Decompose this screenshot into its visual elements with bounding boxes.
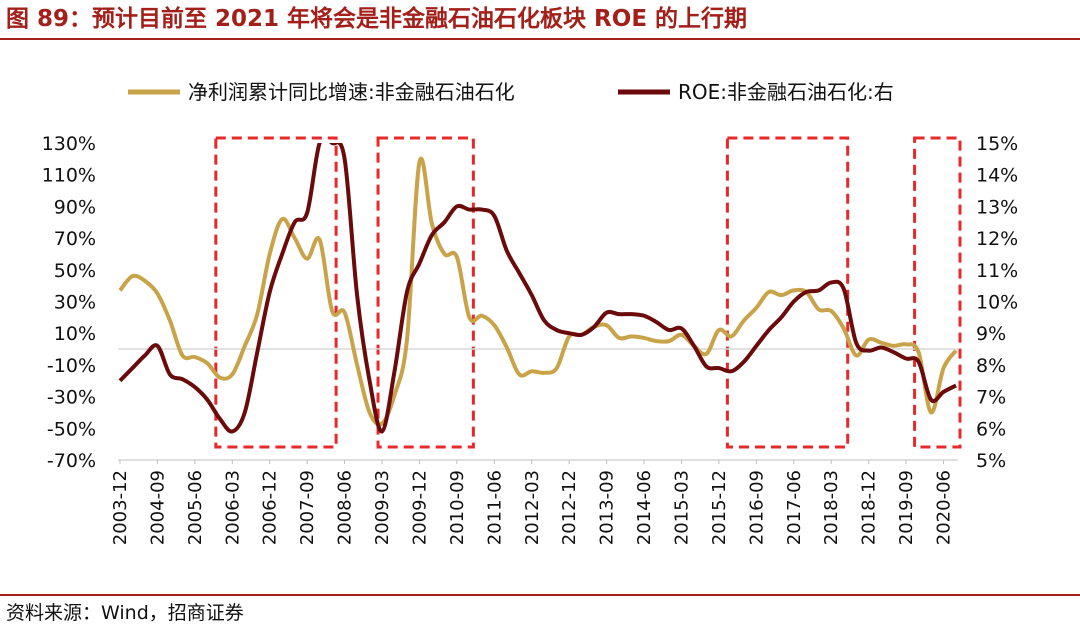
figure-title: 图 89：预计目前至 2021 年将会是非金融石油石化板块 ROE 的上行期 (6, 6, 748, 32)
x-tick-label: 2003-12 (110, 470, 131, 545)
x-tick-label: 2013-09 (597, 470, 618, 545)
left-tick-label: -30% (47, 387, 96, 409)
top-rule (0, 38, 1080, 40)
x-tick-label: 2014-06 (634, 470, 655, 545)
x-tick-label: 2017-06 (784, 470, 805, 545)
legend-label: ROE:非金融石油石化:右 (678, 80, 894, 104)
x-tick-label: 2020-06 (934, 470, 955, 545)
axes: -70% -50% -30% -10% 10% 30% 50% 70% 90% 110% 130% 5… (42, 133, 1019, 545)
x-tick-label: 2012-03 (522, 470, 543, 545)
x-tick-label: 2012-12 (559, 470, 580, 545)
left-tick-label: 50% (54, 260, 96, 282)
right-tick-label: 9% (976, 323, 1006, 345)
left-tick-label: -50% (47, 418, 96, 440)
highlight-box (214, 136, 338, 449)
x-tick-label: 2008-06 (335, 470, 356, 545)
x-tick-label: 2009-12 (409, 470, 430, 545)
legend-label: 净利润累计同比增速:非金融石油石化 (188, 80, 515, 104)
left-tick-label: -70% (47, 450, 96, 472)
x-tick-label: 2006-03 (222, 470, 243, 545)
x-tick-label: 2007-09 (297, 470, 318, 545)
x-tick-label: 2010-09 (447, 470, 468, 545)
x-tick-label: 2015-12 (709, 470, 730, 545)
legend: 净利润累计同比增速:非金融石油石化 ROE:非金融石油石化:右 (128, 80, 894, 104)
right-tick-label: 15% (976, 133, 1018, 155)
x-tick-label: 2015-03 (671, 470, 692, 545)
x-tick-label: 2006-12 (260, 470, 281, 545)
right-tick-label: 7% (976, 387, 1006, 409)
left-tick-label: 70% (54, 228, 96, 250)
x-tick-label: 2005-06 (185, 470, 206, 545)
right-tick-label: 13% (976, 196, 1018, 218)
legend-item-profit-growth: 净利润累计同比增速:非金融石油石化 (128, 80, 515, 104)
series-line-roe (118, 143, 957, 434)
bottom-rule (0, 594, 1080, 596)
right-tick-label: 8% (976, 355, 1006, 377)
x-tick-label: 2016-09 (746, 470, 767, 545)
highlight-box (376, 136, 475, 449)
left-tick-label: 130% (42, 133, 96, 155)
left-tick-label: -10% (47, 355, 96, 377)
right-tick-label: 12% (976, 228, 1018, 250)
left-tick-label: 110% (42, 165, 96, 187)
x-tick-label: 2018-12 (859, 470, 880, 545)
left-tick-label: 30% (54, 292, 96, 314)
x-tick-label: 2018-03 (821, 470, 842, 545)
right-tick-label: 6% (976, 418, 1006, 440)
x-tick-label: 2011-06 (484, 470, 505, 545)
right-tick-label: 11% (976, 260, 1018, 282)
right-tick-label: 5% (976, 450, 1006, 472)
series (118, 143, 958, 434)
x-tick-label: 2009-03 (372, 470, 393, 545)
highlight-box (725, 136, 850, 449)
series-line-profit-growth (118, 156, 958, 427)
right-tick-label: 10% (976, 292, 1018, 314)
left-tick-label: 10% (54, 323, 96, 345)
annotations (214, 136, 962, 449)
highlight-box (913, 136, 962, 449)
right-tick-label: 14% (976, 165, 1018, 187)
x-tick-label: 2019-09 (896, 470, 917, 545)
legend-item-roe: ROE:非金融石油石化:右 (618, 80, 894, 104)
x-tick-label: 2004-09 (147, 470, 168, 545)
source-note: 资料来源：Wind，招商证券 (6, 602, 244, 624)
left-tick-label: 90% (54, 196, 96, 218)
